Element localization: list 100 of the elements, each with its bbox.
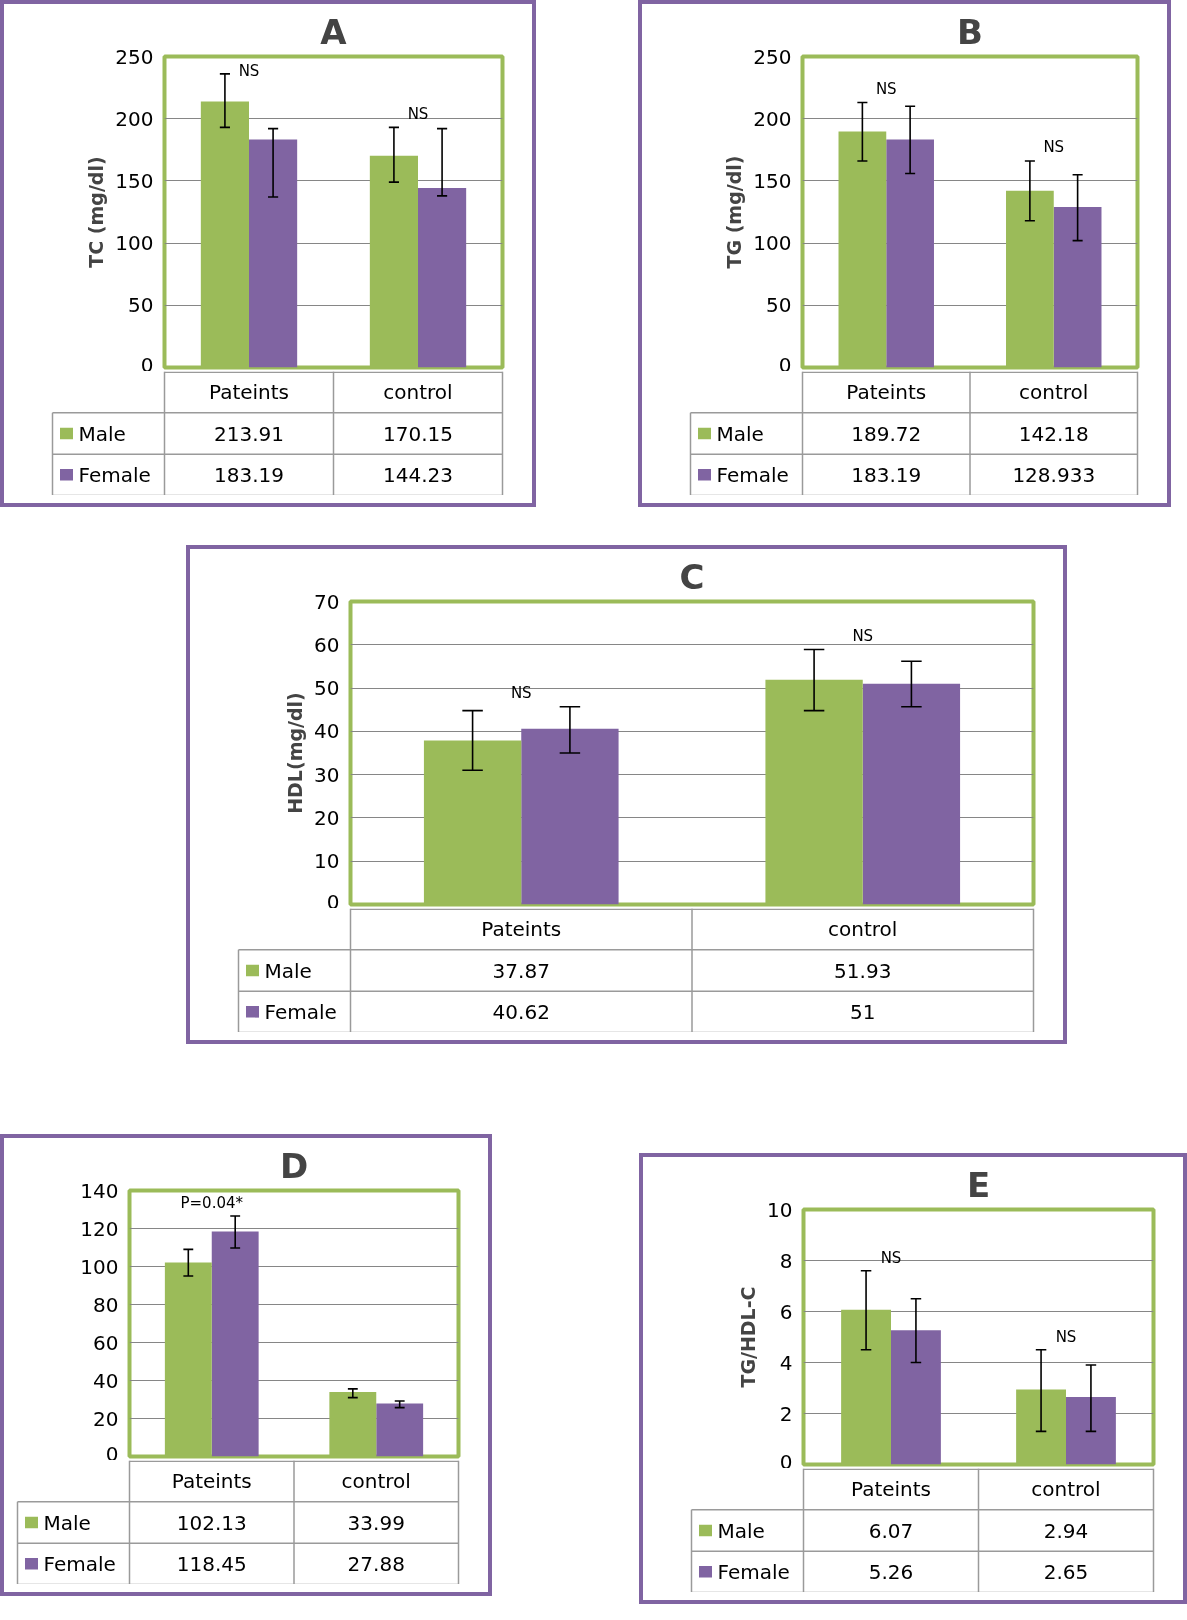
data-label: 27.88 [347, 1551, 405, 1576]
y-tick-label: 20 [314, 805, 340, 830]
bar [891, 1330, 941, 1465]
data-label: 37.87 [492, 958, 550, 983]
y-tick-label: 50 [766, 293, 792, 318]
data-label: 102.13 [176, 1510, 247, 1535]
y-tick-label: 150 [753, 168, 792, 193]
data-label: 51 [850, 999, 876, 1024]
legend-label: Female [264, 999, 337, 1024]
y-tick-label: 200 [115, 106, 154, 131]
data-label: 213.91 [214, 421, 284, 446]
annotation: NS [407, 104, 429, 123]
y-tick-label: 10 [314, 849, 340, 874]
data-label: 6.07 [868, 1518, 914, 1543]
y-tick-label: 100 [115, 231, 154, 256]
y-tick-label: 2 [779, 1401, 793, 1426]
x-tick-label: control [828, 917, 898, 942]
bar [521, 728, 619, 905]
y-tick-label: 60 [314, 632, 340, 657]
annotation: NS [1043, 138, 1065, 157]
x-tick-label: Pateints [208, 380, 290, 405]
y-axis-title: TC (mg/dl) [85, 156, 108, 268]
y-tick-label: 6 [779, 1299, 793, 1324]
legend-label: Male [78, 421, 126, 446]
annotation: NS [880, 1248, 902, 1267]
y-tick-label: 200 [753, 106, 792, 131]
annotation: NS [875, 79, 897, 98]
y-tick-label: 100 [80, 1254, 119, 1279]
x-tick-label: Pateints [171, 1469, 252, 1494]
data-label: 5.26 [868, 1559, 914, 1584]
y-tick-label: 50 [314, 676, 340, 701]
legend-label: Male [264, 958, 312, 983]
y-tick-label: 40 [93, 1368, 119, 1393]
y-tick-label: 150 [115, 168, 154, 193]
x-tick-label: control [341, 1469, 411, 1494]
y-tick-label: 250 [753, 44, 792, 69]
legend-label: Female [43, 1551, 116, 1576]
y-tick-label: 140 [80, 1178, 119, 1203]
data-label: 183.19 [214, 462, 284, 487]
y-tick-label: 0 [140, 352, 154, 377]
y-tick-label: 0 [778, 352, 792, 377]
y-tick-label: 8 [779, 1248, 793, 1273]
y-tick-label: 100 [753, 231, 792, 256]
y-tick-label: 70 [314, 589, 340, 614]
data-label: 189.72 [851, 421, 922, 446]
y-tick-label: 10 [767, 1197, 793, 1222]
annotation: NS [238, 61, 260, 80]
x-tick-label: control [383, 380, 453, 405]
y-axis-title: TG (mg/dl) [723, 155, 746, 269]
y-tick-label: 60 [93, 1330, 119, 1355]
x-tick-label: control [1031, 1477, 1101, 1502]
legend-label: Female [716, 462, 789, 487]
data-label: 40.62 [492, 999, 550, 1024]
bar [1053, 207, 1102, 368]
y-axis-title: HDL(mg/dl) [284, 692, 307, 814]
data-label: 51.93 [834, 958, 892, 983]
chart-title: D [279, 1145, 309, 1186]
y-tick-label: 0 [779, 1449, 793, 1474]
bar [1066, 1396, 1116, 1465]
bar [211, 1231, 259, 1457]
y-tick-label: 20 [93, 1406, 119, 1431]
data-label: 144.23 [383, 462, 453, 487]
data-label: 33.99 [347, 1510, 405, 1535]
legend-label: Male [43, 1510, 91, 1535]
y-tick-label: 30 [314, 762, 340, 787]
legend-label: Female [717, 1559, 790, 1584]
y-axis-title: TG/HDL-C [737, 1286, 760, 1388]
chart-title: B [957, 11, 983, 52]
chart-title: C [679, 556, 705, 597]
bar [862, 683, 961, 905]
y-tick-label: 0 [105, 1441, 119, 1466]
y-tick-label: 0 [326, 889, 340, 914]
annotation: NS [852, 627, 874, 645]
y-tick-label: 250 [115, 44, 154, 69]
data-label: 2.94 [1043, 1518, 1089, 1543]
annotation: NS [1055, 1327, 1077, 1346]
y-tick-label: 50 [128, 293, 154, 318]
legend-label: Male [717, 1518, 765, 1543]
x-tick-label: Pateints [850, 1477, 932, 1502]
bar [376, 1403, 424, 1457]
data-label: 2.65 [1043, 1559, 1089, 1584]
annotation: P=0.04* [180, 1193, 244, 1212]
legend-label: Male [716, 421, 764, 446]
data-label: 128.933 [1012, 462, 1096, 487]
annotation: NS [510, 684, 532, 703]
data-label: 142.18 [1018, 421, 1089, 446]
data-label: 183.19 [851, 462, 922, 487]
data-label: 170.15 [383, 421, 453, 446]
x-tick-label: Pateints [846, 380, 927, 405]
bar [249, 139, 298, 368]
y-tick-label: 40 [314, 719, 340, 744]
y-tick-label: 120 [80, 1216, 119, 1241]
legend-label: Female [78, 462, 151, 487]
data-label: 118.45 [176, 1551, 247, 1576]
bar [418, 188, 467, 368]
y-tick-label: 4 [779, 1350, 793, 1375]
x-tick-label: control [1019, 380, 1089, 405]
bar [886, 139, 934, 368]
chart-title: E [966, 1164, 991, 1205]
chart-title: A [320, 11, 348, 52]
